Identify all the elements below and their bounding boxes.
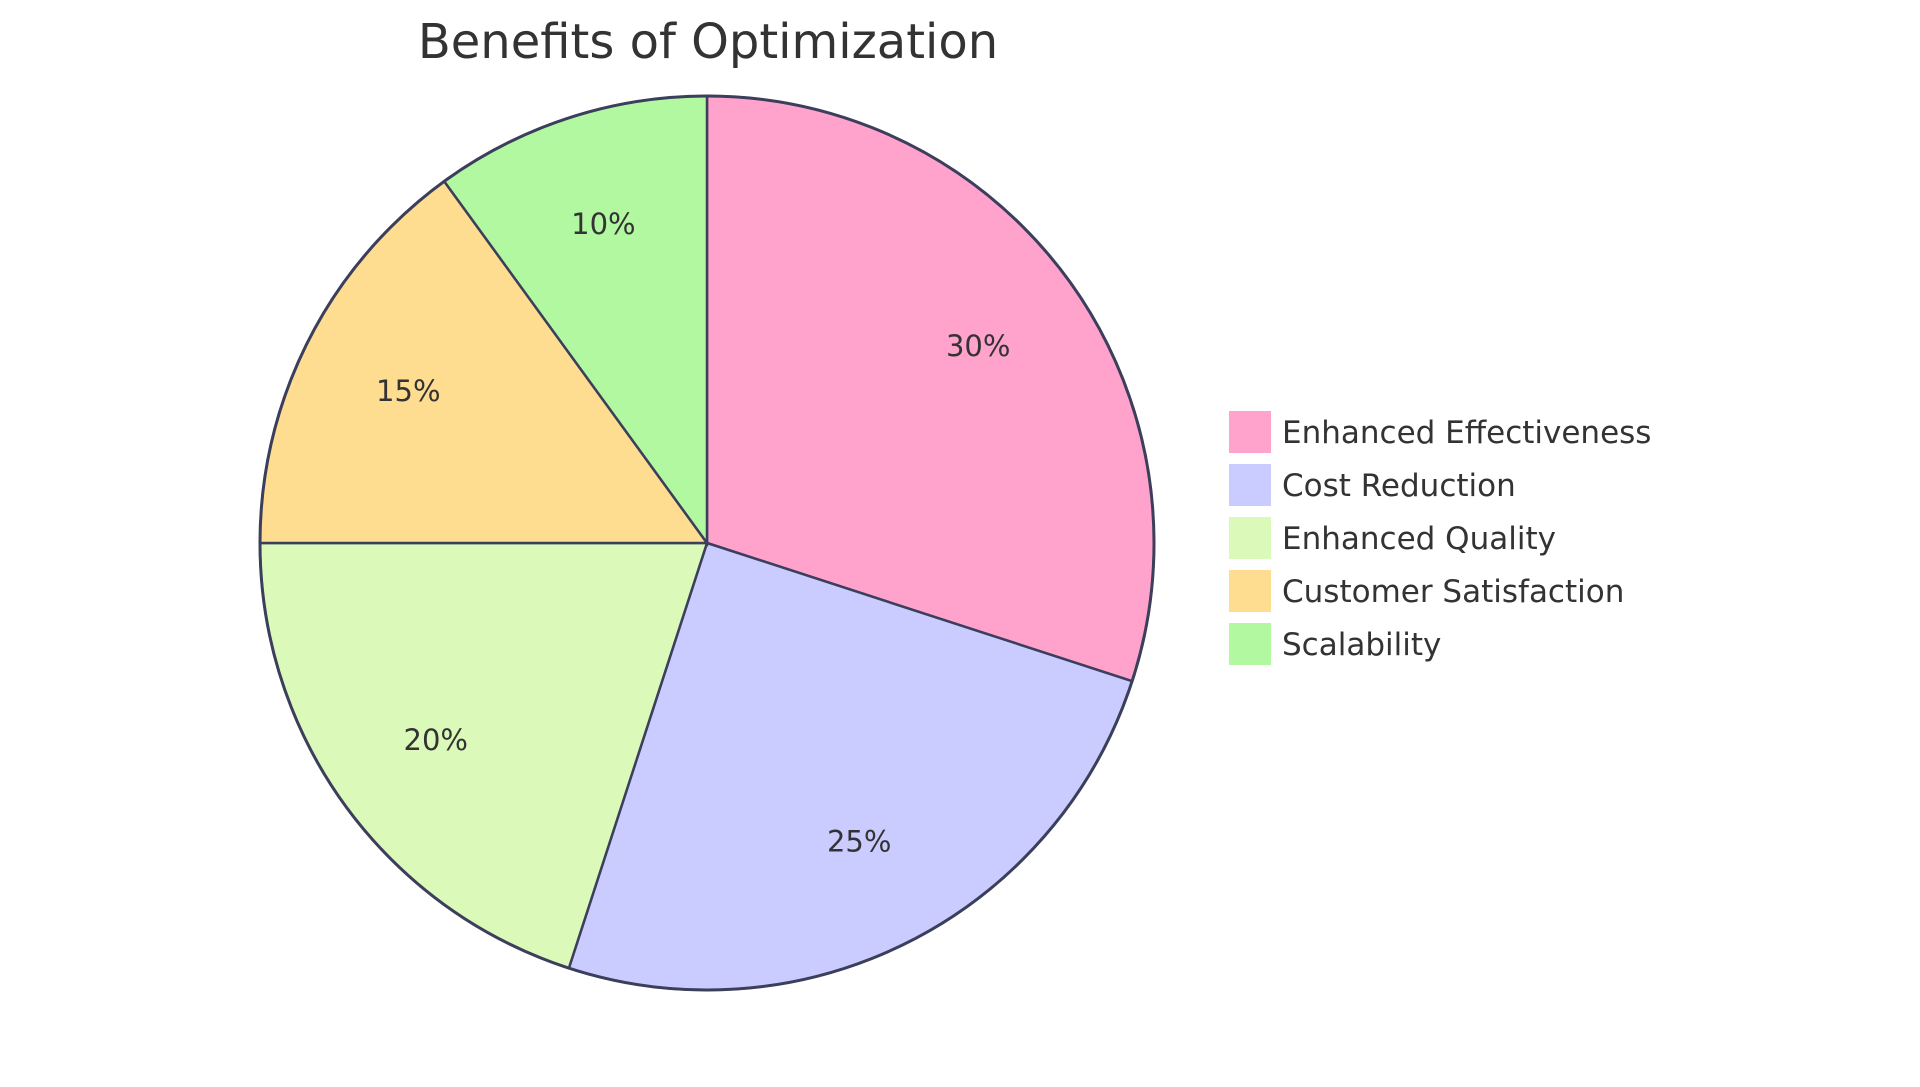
legend-label: Customer Satisfaction (1282, 574, 1624, 610)
legend-swatch (1227, 462, 1273, 508)
legend-swatch (1227, 621, 1273, 667)
chart-title: Benefits of Optimization (418, 14, 998, 70)
legend-label: Scalability (1282, 627, 1441, 663)
pie-outline (258, 94, 1156, 992)
legend-swatch (1227, 409, 1273, 455)
slice-percent-label: 20% (404, 723, 468, 757)
pie-slices (258, 94, 1156, 992)
slice-percent-label: 25% (827, 825, 891, 859)
legend-label: Enhanced Effectiveness (1282, 415, 1651, 451)
legend-label: Enhanced Quality (1282, 521, 1556, 557)
slice-percent-label: 30% (946, 329, 1010, 363)
legend-swatch (1227, 515, 1273, 561)
legend: Enhanced Effectiveness Cost Reduction Enha… (1227, 409, 1651, 667)
slice-percent-label: 10% (571, 207, 635, 241)
legend-label: Cost Reduction (1282, 468, 1516, 504)
slice-labels: 30% 25% 20% 15% 10% (376, 207, 1010, 859)
legend-swatch (1227, 568, 1273, 614)
slice-percent-label: 15% (376, 374, 440, 408)
